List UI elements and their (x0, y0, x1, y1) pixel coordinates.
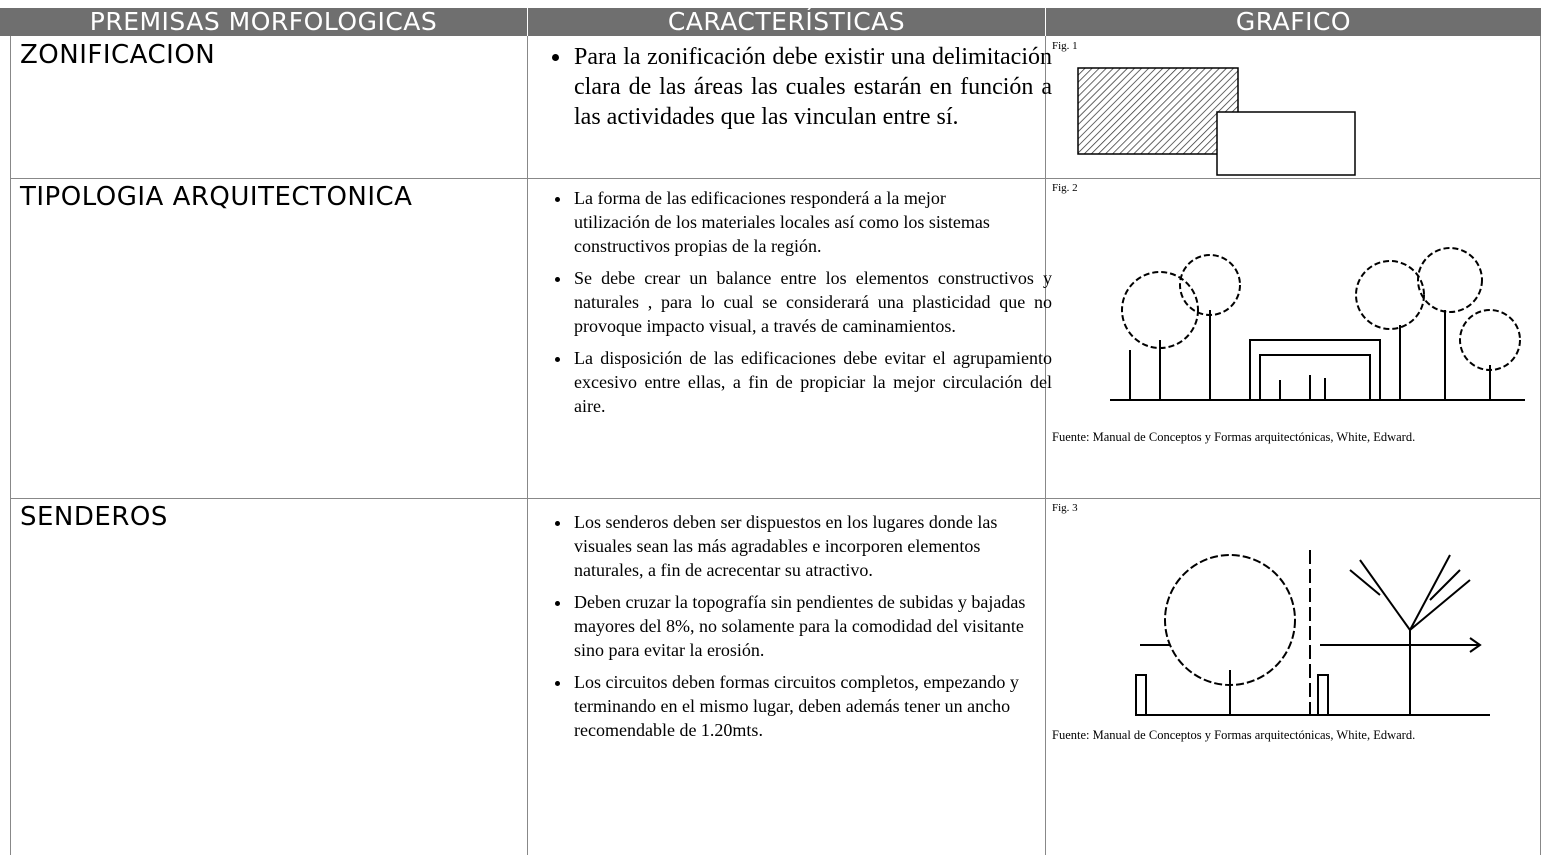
items: La forma de las edificaciones responderá… (528, 186, 1052, 426)
figure-label: Fig. 2 (1052, 182, 1078, 194)
header-cell: CARACTERÍSTICAS (528, 8, 1045, 36)
item: Se debe crear un balance entre los eleme… (572, 266, 1052, 338)
figure-label: Fig. 1 (1052, 40, 1078, 52)
premise: SENDEROS (20, 502, 168, 532)
header-cell: GRAFICO (1046, 8, 1541, 36)
figure-3 (1135, 550, 1490, 716)
items: Los senderos deben ser dispuestos en los… (528, 510, 1052, 750)
item: Deben cruzar la topografía sin pendiente… (572, 590, 1052, 662)
premise: TIPOLOGIA ARQUITECTONICA (20, 182, 413, 212)
border (1045, 36, 1046, 855)
figure-label: Fig. 3 (1052, 502, 1078, 514)
border (10, 36, 11, 855)
border (10, 178, 1541, 179)
item: Los senderos deben ser dispuestos en los… (572, 510, 1052, 582)
item: Para la zonificación debe existir una de… (572, 42, 1052, 132)
source: Fuente: Manual de Conceptos y Formas arq… (1052, 728, 1416, 742)
figure-2 (1110, 247, 1525, 401)
source: Fuente: Manual de Conceptos y Formas arq… (1052, 430, 1416, 444)
figure-1 (1077, 67, 1356, 176)
item: Los circuitos deben formas circuitos com… (572, 670, 1052, 742)
border (527, 36, 528, 855)
item: La forma de las edificaciones responderá… (572, 186, 1052, 258)
border (10, 498, 1541, 499)
premise: ZONIFICACION (20, 40, 216, 70)
item: La disposición de las edificaciones debe… (572, 346, 1052, 418)
header-cell: PREMISAS MORFOLOGICAS (0, 8, 527, 36)
items: Para la zonificación debe existir una de… (528, 42, 1052, 140)
